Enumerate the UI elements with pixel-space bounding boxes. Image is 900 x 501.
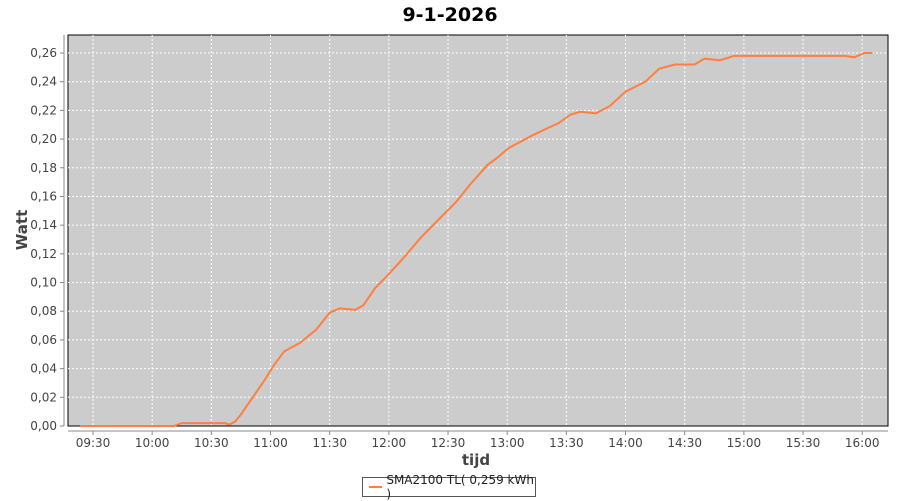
data-point: [338, 307, 341, 310]
data-point: [374, 287, 376, 290]
y-tick-label: 0,10: [30, 276, 57, 290]
data-point: [173, 425, 175, 427]
data-point: [283, 350, 286, 353]
y-tick-label: 0,12: [30, 247, 57, 261]
data-point: [508, 146, 510, 149]
data-point: [853, 56, 856, 59]
x-axis: 09:30 10:00 10:30 11:00 11:30 12:00 12:30 13:00…: [68, 430, 888, 450]
x-tick-label: 14:30: [667, 436, 702, 450]
x-tick-label: 16:00: [845, 436, 880, 450]
data-point: [843, 55, 846, 57]
data-point: [719, 59, 722, 61]
x-tick-label: 12:00: [372, 436, 407, 450]
legend: SMA2100 TL( 0,259 kWh ): [362, 473, 536, 501]
y-tick-label: 0,04: [30, 362, 57, 376]
data-point: [419, 237, 422, 239]
x-tick-label: 13:00: [490, 436, 525, 450]
x-tick-label: 13:30: [549, 436, 584, 450]
y-tick-label: 0,16: [30, 189, 57, 203]
data-point: [234, 420, 236, 423]
data-point: [608, 105, 611, 107]
x-axis-label: tijd: [462, 451, 490, 469]
data-point: [299, 341, 301, 344]
y-tick-label: 0,08: [30, 304, 57, 318]
x-tick-label: 10:30: [194, 436, 229, 450]
grid-lines: [68, 35, 888, 426]
data-point: [547, 126, 550, 129]
legend-swatch: [369, 486, 383, 488]
legend-label: SMA2100 TL( 0,259 kWh ): [386, 473, 534, 501]
data-point: [224, 422, 226, 424]
data-point: [273, 363, 276, 366]
plot-area: [67, 34, 889, 427]
data-point: [439, 217, 441, 219]
data-point: [733, 55, 735, 57]
data-point: [863, 52, 865, 54]
x-tick-label: 11:30: [312, 436, 347, 450]
data-point: [496, 156, 499, 159]
data-point: [557, 122, 560, 125]
data-point: [251, 396, 254, 399]
x-tick-label: 14:00: [608, 436, 643, 450]
y-tick-label: 0,18: [30, 161, 57, 175]
data-point: [315, 329, 317, 331]
y-tick-label: 0,20: [30, 132, 57, 146]
data-point: [693, 63, 696, 66]
data-point: [579, 111, 581, 113]
x-tick-label: 15:00: [727, 436, 762, 450]
series-line: [81, 52, 873, 427]
x-tick-label: 12:30: [431, 436, 466, 450]
data-point: [354, 308, 357, 311]
data-point: [595, 112, 597, 115]
data-point: [180, 422, 183, 424]
data-point: [403, 255, 406, 258]
y-tick-label: 0,22: [30, 103, 57, 117]
data-point: [468, 184, 471, 186]
data-point: [530, 135, 532, 138]
y-tick-label: 0,26: [30, 46, 57, 60]
data-point: [80, 425, 82, 427]
data-point: [624, 90, 627, 93]
x-tick-label: 11:00: [253, 436, 288, 450]
data-point: [644, 80, 647, 83]
data-point: [228, 423, 230, 426]
y-tick-label: 0,24: [30, 75, 57, 89]
data-point: [871, 52, 873, 54]
x-tick-label: 15:30: [786, 436, 821, 450]
data-point: [328, 311, 331, 314]
chart-title: 9-1-2026: [402, 4, 498, 26]
x-tick-label: 10:00: [135, 436, 170, 450]
series-layer: [80, 52, 873, 427]
data-point: [455, 201, 457, 203]
x-tick-label: 09:30: [76, 436, 111, 450]
data-point: [703, 57, 706, 60]
y-axis-label: Watt: [13, 210, 31, 250]
data-point: [263, 379, 266, 381]
y-tick-label: 0,02: [30, 390, 57, 404]
data-point: [674, 63, 676, 66]
y-tick-label: 0,00: [30, 419, 57, 433]
y-axis: 0,00 0,02 0,04 0,06 0,08 0,10 0,12 0,14 0,16 0,18…: [30, 35, 65, 433]
y-tick-label: 0,06: [30, 333, 57, 347]
y-tick-label: 0,14: [30, 218, 57, 232]
data-point: [486, 164, 489, 166]
data-point: [240, 413, 242, 416]
data-point: [362, 304, 365, 307]
data-point: [388, 273, 390, 275]
data-point: [569, 113, 572, 116]
data-point: [658, 67, 660, 70]
